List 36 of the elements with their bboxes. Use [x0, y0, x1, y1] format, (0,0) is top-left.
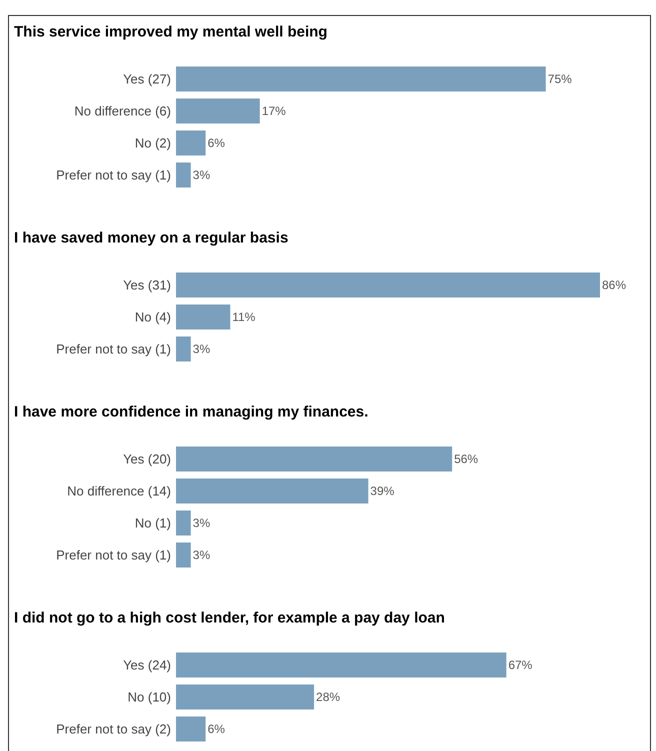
bar	[176, 66, 546, 92]
y-tick-label: Yes (20)	[123, 452, 171, 467]
data-label: 17%	[262, 104, 286, 118]
data-label: 3%	[192, 342, 210, 356]
chart-title: I did not go to a high cost lender, for example a pay day loan	[14, 609, 445, 626]
data-label: 56%	[454, 452, 478, 466]
data-label: 28%	[316, 690, 340, 704]
y-tick-label: No difference (14)	[67, 484, 171, 499]
y-tick-label: Prefer not to say (1)	[56, 342, 171, 357]
y-tick-label: Prefer not to say (1)	[56, 168, 171, 183]
y-tick-label: Yes (31)	[123, 278, 171, 293]
data-label: 86%	[602, 278, 626, 292]
y-tick-label: No (1)	[134, 516, 171, 531]
bar	[176, 98, 260, 124]
data-label: 3%	[192, 168, 210, 182]
data-label: 11%	[232, 310, 256, 324]
chart-title: I have more confidence in managing my finances.	[14, 403, 368, 420]
y-tick-label: Prefer not to say (2)	[56, 722, 171, 737]
y-tick-label: No difference (6)	[74, 104, 171, 119]
y-tick-label: Yes (24)	[123, 658, 171, 673]
data-label: 75%	[548, 72, 572, 86]
y-tick-label: No (2)	[134, 136, 171, 151]
data-label: 39%	[370, 484, 395, 498]
data-label: 3%	[192, 548, 210, 562]
y-tick-label: No (10)	[128, 690, 171, 705]
data-label: 3%	[192, 516, 210, 530]
y-tick-label: Prefer not to say (1)	[56, 548, 171, 563]
data-label: 6%	[208, 722, 226, 736]
chart-title: This service improved my mental well being	[14, 23, 328, 40]
chart-title: I have saved money on a regular basis	[14, 229, 288, 246]
bar	[176, 162, 191, 188]
bar	[176, 130, 206, 156]
data-label: 6%	[208, 136, 226, 150]
data-label: 67%	[508, 658, 533, 672]
y-tick-label: Yes (27)	[123, 72, 171, 87]
y-tick-label: No (4)	[134, 310, 171, 325]
